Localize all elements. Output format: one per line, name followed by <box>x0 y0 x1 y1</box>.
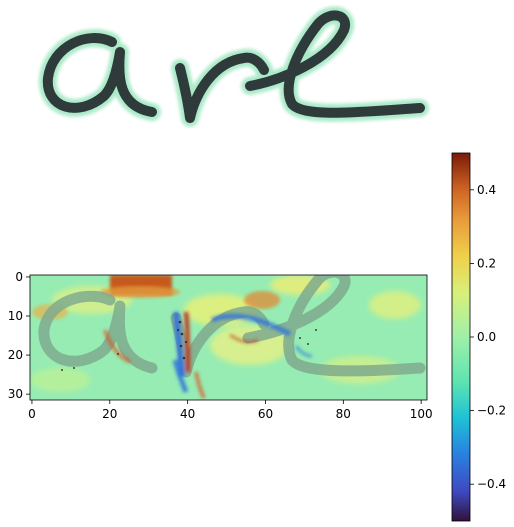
colorbar: 0.4 0.2 0.0 −0.2 −0.4 <box>451 152 506 522</box>
heatmap-axes: 0 20 40 60 80 100 0 10 20 30 <box>8 270 433 421</box>
letter-e-stroke <box>245 10 425 118</box>
x-tick-label: 0 <box>28 407 36 421</box>
x-tick-label: 20 <box>102 407 117 421</box>
letter-r-stroke <box>175 52 269 123</box>
colorbar-tick-label: 0.4 <box>477 183 496 197</box>
colorbar-gradient <box>452 153 470 521</box>
y-tick-label: 0 <box>15 270 23 284</box>
colorbar-ticks: 0.4 0.2 0.0 −0.2 −0.4 <box>470 183 506 491</box>
handwriting-image <box>38 6 429 127</box>
letter-a-stroke <box>42 33 157 117</box>
heatmap-frame <box>29 274 428 401</box>
colorbar-tick-label: 0.0 <box>477 330 496 344</box>
x-tick-label: 60 <box>258 407 273 421</box>
y-tick-label: 20 <box>8 348 23 362</box>
colorbar-tick-label: −0.2 <box>477 404 506 418</box>
y-tick-label: 10 <box>8 309 23 323</box>
y-axis-ticks: 0 10 20 30 <box>8 270 30 401</box>
x-tick-label: 40 <box>180 407 195 421</box>
y-tick-label: 30 <box>8 387 23 401</box>
x-tick-label: 100 <box>410 407 433 421</box>
x-axis-ticks: 0 20 40 60 80 100 <box>28 400 433 421</box>
x-tick-label: 80 <box>336 407 351 421</box>
colorbar-tick-label: 0.2 <box>477 256 496 270</box>
colorbar-tick-label: −0.4 <box>477 477 506 491</box>
